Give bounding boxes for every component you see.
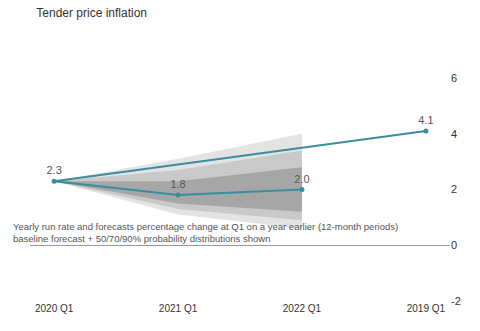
svg-text:Tender price inflation: Tender price inflation (36, 6, 147, 20)
svg-text:2020 Q1: 2020 Q1 (35, 303, 74, 314)
svg-text:2.3: 2.3 (46, 164, 61, 176)
svg-text:2: 2 (451, 183, 457, 195)
svg-text:2021 Q1: 2021 Q1 (159, 303, 198, 314)
svg-text:2019 Q1: 2019 Q1 (407, 303, 446, 314)
svg-text:Yearly run rate and forecasts: Yearly run rate and forecasts percentage… (13, 221, 398, 244)
svg-text:1.8: 1.8 (170, 178, 185, 190)
svg-text:4.1: 4.1 (418, 114, 433, 126)
svg-text:2022 Q1: 2022 Q1 (283, 303, 322, 314)
svg-text:2.0: 2.0 (294, 173, 309, 185)
svg-text:-2: -2 (451, 295, 461, 307)
svg-text:4: 4 (451, 128, 457, 140)
svg-text:6: 6 (451, 72, 457, 84)
svg-text:0: 0 (451, 239, 457, 251)
